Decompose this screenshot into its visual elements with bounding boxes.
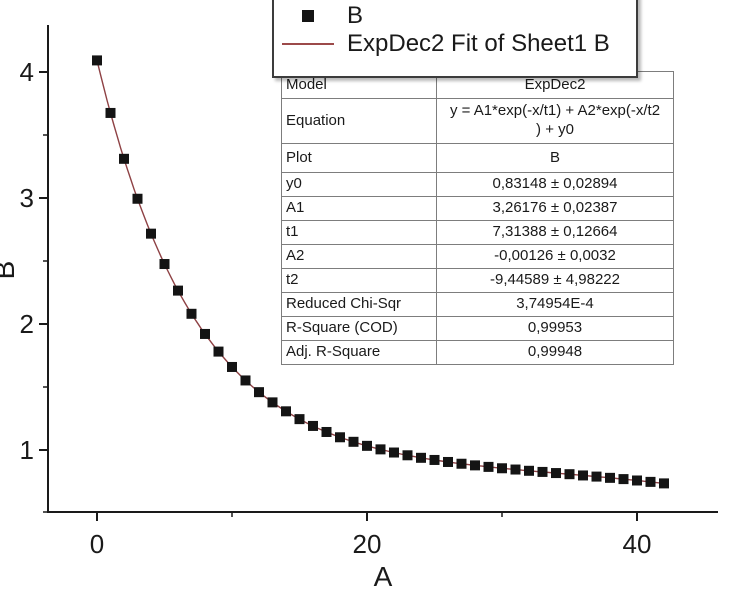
legend-label-series: B bbox=[347, 2, 364, 29]
y-tick-label: 4 bbox=[20, 57, 34, 87]
data-point-marker bbox=[443, 456, 453, 467]
row-value: 0,83148 ± 0,02894 bbox=[436, 172, 674, 197]
data-point-marker bbox=[294, 414, 305, 425]
data-point-marker bbox=[578, 470, 588, 481]
data-point-marker bbox=[227, 361, 237, 372]
data-point-marker bbox=[483, 461, 494, 472]
table-row-equation: Equation y = A1*exp(-x/t1) + A2*exp(-x/t… bbox=[281, 98, 674, 144]
row-label: A1 bbox=[281, 196, 437, 221]
row-value: 3,26176 ± 0,02387 bbox=[436, 196, 674, 221]
data-point-marker bbox=[119, 153, 129, 164]
legend-entry-fit: ExpDec2 Fit of Sheet1 B bbox=[274, 30, 636, 58]
row-label: R-Square (COD) bbox=[281, 316, 437, 341]
data-point-marker bbox=[146, 228, 156, 239]
data-point-marker bbox=[105, 107, 116, 118]
data-point-marker bbox=[92, 55, 102, 66]
x-tick-label: 0 bbox=[90, 529, 104, 559]
row-label: t2 bbox=[281, 268, 437, 293]
data-point-marker bbox=[348, 436, 359, 447]
data-point-marker bbox=[524, 465, 534, 476]
data-point-marker bbox=[510, 464, 521, 475]
data-point-marker bbox=[470, 460, 480, 471]
row-label: A2 bbox=[281, 244, 437, 269]
data-point-marker bbox=[362, 440, 372, 451]
x-axis-title: A bbox=[374, 561, 393, 592]
data-point-marker bbox=[173, 285, 183, 296]
data-point-marker bbox=[240, 375, 251, 386]
table-row-a1: A1 3,26176 ± 0,02387 bbox=[281, 196, 674, 221]
data-point-marker bbox=[132, 193, 143, 204]
row-value: 0,99948 bbox=[436, 340, 674, 365]
table-row-chisqr: Reduced Chi-Sqr 3,74954E-4 bbox=[281, 292, 674, 317]
table-row-y0: y0 0,83148 ± 0,02894 bbox=[281, 172, 674, 197]
row-value: -0,00126 ± 0,0032 bbox=[436, 244, 674, 269]
table-row-t1: t1 7,31388 ± 0,12664 bbox=[281, 220, 674, 245]
row-value: -9,44589 ± 4,98222 bbox=[436, 268, 674, 293]
data-point-marker bbox=[254, 387, 264, 398]
fit-line-icon bbox=[282, 43, 334, 45]
data-point-marker bbox=[618, 474, 629, 485]
row-label: Equation bbox=[281, 98, 437, 144]
data-point-marker bbox=[564, 469, 575, 480]
data-point-marker bbox=[537, 466, 548, 477]
y-tick-label: 1 bbox=[20, 435, 34, 465]
row-value: B bbox=[436, 143, 674, 173]
table-row-t2: t2 -9,44589 ± 4,98222 bbox=[281, 268, 674, 293]
data-point-marker bbox=[591, 471, 602, 482]
x-tick-label: 40 bbox=[623, 529, 652, 559]
data-point-marker bbox=[416, 452, 426, 463]
data-point-marker bbox=[497, 463, 507, 474]
x-tick-label: 20 bbox=[353, 529, 382, 559]
table-row-rsquare: R-Square (COD) 0,99953 bbox=[281, 316, 674, 341]
row-label: y0 bbox=[281, 172, 437, 197]
row-label: Reduced Chi-Sqr bbox=[281, 292, 437, 317]
table-row-plot: Plot B bbox=[281, 143, 674, 173]
row-label: t1 bbox=[281, 220, 437, 245]
data-point-marker bbox=[429, 454, 440, 465]
legend-swatch bbox=[282, 10, 334, 22]
data-point-marker bbox=[456, 458, 467, 469]
y-axis-title: B bbox=[0, 261, 20, 280]
data-point-marker bbox=[632, 475, 642, 486]
data-point-marker bbox=[308, 420, 318, 431]
y-tick-label: 3 bbox=[20, 183, 34, 213]
data-point-marker bbox=[159, 259, 170, 270]
data-point-marker bbox=[186, 308, 197, 319]
table-row-adj-rsquare: Adj. R-Square 0,99948 bbox=[281, 340, 674, 365]
y-tick-label: 2 bbox=[20, 309, 34, 339]
data-point-marker bbox=[375, 444, 386, 455]
row-value: 7,31388 ± 0,12664 bbox=[436, 220, 674, 245]
table-row-a2: A2 -0,00126 ± 0,0032 bbox=[281, 244, 674, 269]
data-point-marker bbox=[659, 478, 669, 489]
data-point-marker bbox=[389, 447, 399, 458]
legend: B ExpDec2 Fit of Sheet1 B bbox=[272, 0, 638, 78]
legend-label-fit: ExpDec2 Fit of Sheet1 B bbox=[347, 30, 610, 57]
row-value: 3,74954E-4 bbox=[436, 292, 674, 317]
data-point-marker bbox=[402, 450, 413, 461]
row-value: 0,99953 bbox=[436, 316, 674, 341]
fit-results-table: Model ExpDec2 Equation y = A1*exp(-x/t1)… bbox=[281, 71, 674, 365]
row-label: Plot bbox=[281, 143, 437, 173]
data-point-marker bbox=[605, 472, 615, 483]
legend-swatch bbox=[282, 43, 334, 45]
row-value: y = A1*exp(-x/t1) + A2*exp(-x/t2 ) + y0 bbox=[436, 98, 674, 144]
legend-entry-data: B bbox=[274, 2, 636, 30]
square-marker-icon bbox=[302, 10, 314, 22]
data-point-marker bbox=[267, 397, 278, 408]
data-point-marker bbox=[281, 406, 291, 417]
data-point-marker bbox=[213, 346, 224, 357]
row-label: Adj. R-Square bbox=[281, 340, 437, 365]
data-point-marker bbox=[321, 426, 332, 437]
data-point-marker bbox=[335, 432, 345, 443]
data-point-marker bbox=[551, 468, 561, 479]
data-point-marker bbox=[200, 328, 210, 339]
data-point-marker bbox=[645, 476, 656, 487]
